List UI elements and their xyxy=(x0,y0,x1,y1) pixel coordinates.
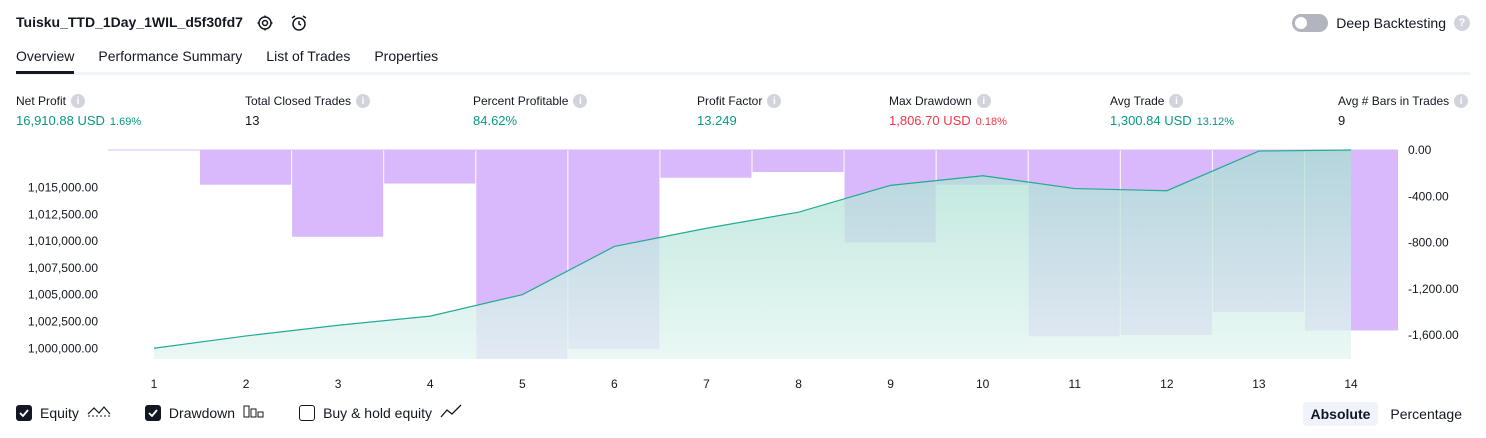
right-axis-tick-label: -1,200.00 xyxy=(1408,282,1459,296)
metric-profit-factor: Profit Factor i 13.249 xyxy=(697,94,782,128)
tab-properties[interactable]: Properties xyxy=(374,48,439,64)
tab-overview[interactable]: Overview xyxy=(16,48,75,74)
equity-drawdown-chart[interactable]: 1,000,000.00 1,002,500.00 1,005,000.00 1,00… xyxy=(0,140,1486,395)
left-axis-tick-label: 1,015,000.00 xyxy=(28,181,98,195)
metric-label: Profit Factor xyxy=(697,94,763,108)
left-axis-tick-label: 1,000,000.00 xyxy=(28,341,98,355)
drawdown-checkbox[interactable] xyxy=(144,404,161,421)
x-axis-tick-label: 13 xyxy=(1252,377,1266,391)
right-axis-tick-label: -800.00 xyxy=(1408,236,1449,250)
drawdown-bar xyxy=(752,150,844,172)
metric-value: 1,300.84 USD xyxy=(1110,113,1192,128)
mode-absolute[interactable]: Absolute xyxy=(1302,402,1379,426)
help-icon[interactable]: ? xyxy=(1454,15,1470,31)
x-axis-tick-label: 10 xyxy=(976,377,990,391)
mode-percentage[interactable]: Percentage xyxy=(1390,406,1462,422)
metric-value: 84.62% xyxy=(473,113,518,128)
x-axis-tick-label: 14 xyxy=(1344,377,1358,391)
metric-label: Avg # Bars in Trades xyxy=(1338,94,1450,108)
info-icon[interactable]: i xyxy=(1454,94,1469,108)
metric-label: Max Drawdown xyxy=(889,94,972,108)
metric-label: Percent Profitable xyxy=(473,94,569,108)
buy-hold-checkbox[interactable] xyxy=(299,404,316,421)
left-axis-tick-label: 1,005,000.00 xyxy=(28,288,98,302)
equity-checkbox[interactable] xyxy=(16,404,32,421)
tab-bar: Overview Performance Summary List of Tra… xyxy=(16,48,438,74)
metric-value: 13.249 xyxy=(697,113,737,128)
metric-percent: 13.12% xyxy=(1196,116,1234,128)
x-axis-tick-label: 7 xyxy=(703,377,710,391)
equity-area xyxy=(154,150,1351,359)
x-axis-tick-label: 6 xyxy=(611,377,618,391)
metric-value: 9 xyxy=(1338,113,1346,128)
legend-label: Buy & hold equity xyxy=(323,404,433,421)
legend-buy-hold-equity[interactable]: Buy & hold equity xyxy=(299,404,462,421)
tab-list-of-trades[interactable]: List of Trades xyxy=(266,48,351,64)
info-icon[interactable]: i xyxy=(767,94,782,108)
x-axis-tick-label: 3 xyxy=(335,377,342,391)
right-axis-tick-label: -1,600.00 xyxy=(1408,328,1459,342)
strategy-title: Tuisku_TTD_1Day_1WIL_d5f30fd7 xyxy=(16,14,243,30)
x-axis-tick-label: 9 xyxy=(887,377,894,391)
info-icon[interactable]: i xyxy=(356,94,371,108)
equity-line-icon xyxy=(87,404,111,421)
metric-avg-bars-in-trades: Avg # Bars in Trades i 9 xyxy=(1338,94,1469,128)
metric-avg-trade: Avg Trade i 1,300.84 USD 13.12% xyxy=(1110,94,1234,128)
info-icon[interactable]: i xyxy=(1169,94,1184,108)
metric-percent: 1.69% xyxy=(109,116,142,128)
value-mode-switch: Absolute Percentage xyxy=(1302,402,1471,426)
legend-label: Drawdown xyxy=(168,404,236,421)
tabs-divider xyxy=(16,72,1470,75)
drawdown-bar xyxy=(292,150,384,237)
x-axis-tick-label: 4 xyxy=(427,377,434,391)
deep-backtesting-toggle[interactable] xyxy=(1292,14,1329,32)
alarm-clock-icon[interactable] xyxy=(289,13,309,33)
metric-value: 13 xyxy=(245,113,260,128)
metric-total-closed-trades: Total Closed Trades i 13 xyxy=(245,94,371,128)
x-axis-tick-label: 5 xyxy=(519,377,526,391)
left-axis-tick-label: 1,010,000.00 xyxy=(28,234,98,248)
drawdown-bar xyxy=(660,150,752,178)
info-icon[interactable]: i xyxy=(71,94,86,108)
x-axis-tick-label: 2 xyxy=(243,377,250,391)
legend-label: Equity xyxy=(40,404,79,421)
metric-percent-profitable: Percent Profitable i 84.62% xyxy=(473,94,588,128)
deep-backtesting-label: Deep Backtesting xyxy=(1336,15,1446,31)
metric-value: 1,806.70 USD xyxy=(889,113,971,128)
x-axis-tick-label: 11 xyxy=(1069,377,1082,391)
legend-drawdown[interactable]: Drawdown xyxy=(144,404,265,421)
settings-gear-icon[interactable] xyxy=(255,13,275,33)
chart-legend: Equity Drawdown Buy & hold equity xyxy=(16,404,462,421)
info-icon[interactable]: i xyxy=(573,94,588,108)
deep-backtesting-control: Deep Backtesting ? xyxy=(1292,14,1470,32)
metric-label: Net Profit xyxy=(16,94,67,108)
legend-equity[interactable]: Equity xyxy=(16,404,111,421)
left-axis-tick-label: 1,012,500.00 xyxy=(28,207,98,221)
equity-line xyxy=(153,149,1352,349)
tab-performance-summary[interactable]: Performance Summary xyxy=(98,48,243,64)
left-axis-tick-label: 1,007,500.00 xyxy=(28,261,98,275)
metric-label: Avg Trade xyxy=(1110,94,1165,108)
drawdown-bars-icon xyxy=(243,404,265,421)
right-axis-tick-label: -400.00 xyxy=(1408,189,1449,203)
x-axis-tick-label: 1 xyxy=(151,377,158,391)
metric-max-drawdown: Max Drawdown i 1,806.70 USD 0.18% xyxy=(889,94,1007,128)
right-axis-tick-label: 0.00 xyxy=(1408,143,1432,157)
x-axis-tick-label: 12 xyxy=(1160,377,1174,391)
info-icon[interactable]: i xyxy=(976,94,991,108)
metric-percent: 0.18% xyxy=(975,116,1007,128)
metric-label: Total Closed Trades xyxy=(245,94,352,108)
drawdown-bar xyxy=(384,150,476,184)
metric-net-profit: Net Profit i 16,910.88 USD 1.69% xyxy=(16,94,141,128)
left-axis-tick-label: 1,002,500.00 xyxy=(28,314,98,328)
x-axis-tick-label: 8 xyxy=(795,377,802,391)
metric-value: 16,910.88 USD xyxy=(16,113,105,128)
trend-line-icon xyxy=(440,404,462,421)
drawdown-bar xyxy=(200,150,292,185)
